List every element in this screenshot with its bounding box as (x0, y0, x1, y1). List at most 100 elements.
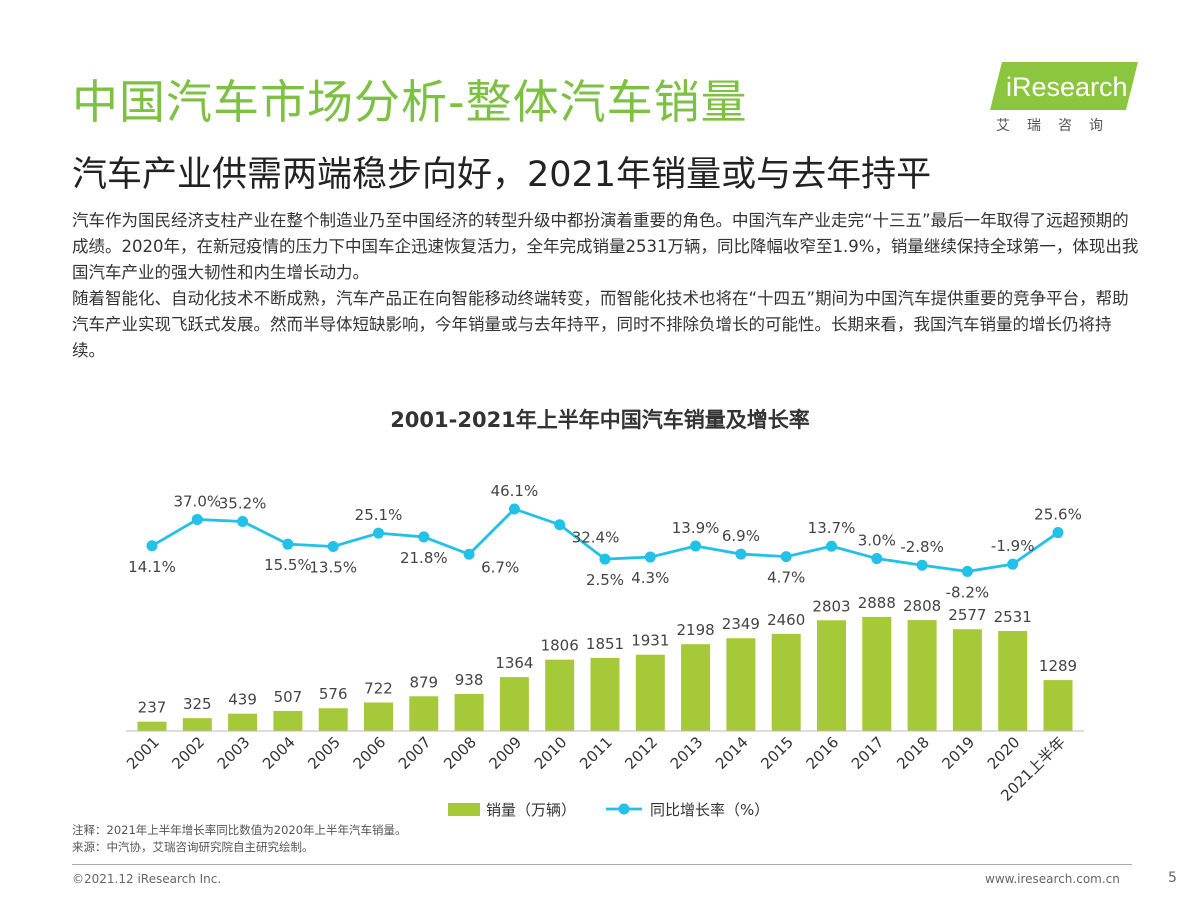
body-text: 汽车作为国民经济支柱产业在整个制造业乃至中国经济的转型升级中都扮演着重要的角色。… (72, 208, 1142, 364)
footer-website[interactable]: www.iresearch.com.cn (985, 872, 1120, 886)
x-tick-label: 2017 (848, 733, 888, 773)
growth-rate-point (1052, 527, 1064, 539)
growth-rate-label: 4.7% (767, 569, 805, 587)
sales-bar (1043, 680, 1073, 731)
x-tick-label: 2001 (123, 733, 163, 773)
bar-value-label: 1931 (631, 632, 669, 650)
sales-bar (499, 677, 529, 731)
growth-rate-label: 32.4% (572, 529, 620, 547)
growth-rate-label: 13.7% (808, 519, 856, 537)
x-tick-label: 2020 (984, 733, 1024, 773)
growth-rate-point (871, 553, 883, 565)
page-subtitle: 汽车产业供需两端稳步向好，2021年销量或与去年持平 (72, 155, 932, 195)
bar-value-label: 1806 (541, 637, 579, 655)
growth-rate-point (508, 503, 520, 515)
growth-rate-point (961, 565, 973, 577)
growth-rate-label: 35.2% (219, 495, 267, 513)
growth-rate-point (554, 519, 566, 531)
growth-rate-point (282, 538, 294, 550)
page-number: 5 (1168, 870, 1177, 886)
sales-bar (364, 702, 393, 731)
x-tick-label: 2018 (893, 733, 933, 773)
sales-bar (228, 713, 258, 731)
growth-rate-point (916, 559, 928, 571)
chart-note: 注释：2021年上半年增长率同比数值为2020年上半年汽车销量。 (72, 823, 407, 837)
legend-sales-swatch (448, 803, 480, 816)
growth-rate-label: 21.8% (400, 549, 448, 567)
bar-value-label: 1851 (586, 635, 624, 653)
sales-bar (726, 638, 756, 731)
growth-rate-point (373, 527, 384, 539)
x-tick-label: 2007 (395, 733, 435, 773)
growth-rate-label: 15.5% (264, 556, 312, 574)
bar-value-label: 2531 (994, 608, 1032, 626)
growth-rate-point (826, 540, 837, 552)
growth-rate-point (191, 513, 203, 525)
bar-value-label: 1364 (495, 654, 533, 672)
growth-rate-label: 3.0% (858, 532, 896, 550)
x-tick-label: 2016 (803, 733, 843, 773)
sales-bar (273, 710, 303, 731)
bar-value-label: 507 (274, 688, 303, 706)
x-tick-label: 2015 (757, 733, 797, 773)
logo-wordmark: iResearch (1006, 72, 1128, 102)
sales-bar (998, 631, 1028, 731)
growth-rate-point (599, 553, 611, 565)
bar-value-label: 237 (138, 699, 167, 717)
growth-rate-label: 13.5% (309, 558, 357, 576)
growth-rate-label: -8.2% (946, 583, 990, 601)
growth-rate-label: 13.9% (672, 519, 720, 537)
x-tick-label: 2008 (440, 733, 480, 773)
x-tick-label: 2011 (576, 733, 616, 773)
sales-bar (862, 616, 892, 731)
bar-value-label: 2577 (948, 606, 986, 624)
chart-source: 来源：中汽协，艾瑞咨询研究院自主研究绘制。 (72, 840, 314, 854)
x-tick-label: 2010 (531, 733, 571, 773)
growth-rate-label: 6.7% (481, 558, 519, 576)
legend-sales-label: 销量（万辆） (486, 801, 576, 819)
page-title: 中国汽车市场分析-整体汽车销量 (72, 75, 748, 129)
x-tick-label: 2019 (938, 733, 978, 773)
body-paragraph-1: 汽车作为国民经济支柱产业在整个制造业乃至中国经济的转型升级中都扮演着重要的角色。… (72, 211, 1139, 282)
growth-rate-point (1007, 558, 1019, 570)
x-tick-label: 2014 (712, 733, 752, 773)
logo-badge-icon (990, 62, 1138, 110)
x-tick-label: 2009 (485, 733, 525, 773)
sales-bar (409, 696, 439, 731)
bar-value-label: 576 (319, 685, 348, 703)
x-tick-label: 2004 (259, 733, 299, 773)
bar-value-label: 1289 (1039, 657, 1077, 675)
bar-value-label: 439 (228, 691, 257, 709)
sales-bar (318, 708, 348, 731)
sales-bar (771, 633, 801, 731)
bar-value-label: 722 (364, 679, 393, 697)
bar-value-label: 938 (455, 671, 484, 689)
x-tick-label: 2012 (621, 733, 661, 773)
sales-bar (952, 629, 982, 731)
x-tick-label: 2013 (667, 733, 707, 773)
sales-bar (681, 644, 711, 731)
sales-bar (635, 654, 665, 731)
bar-value-label: 879 (409, 673, 438, 691)
bar-value-label: 2803 (812, 597, 850, 615)
x-tick-label: 2003 (214, 733, 254, 773)
growth-rate-point (237, 516, 249, 528)
logo-chinese-name: 艾瑞咨询 (996, 118, 1120, 134)
growth-rate-label: 25.1% (355, 506, 403, 524)
growth-rate-point (146, 540, 158, 552)
growth-rate-label: -2.8% (900, 538, 944, 556)
sales-growth-chart: 237 325 439 507 576 722 879 938 1364 1806 1851 1931… (123, 482, 1084, 819)
bar-value-label: 2198 (677, 621, 715, 639)
growth-rate-label: 25.6% (1034, 506, 1082, 524)
growth-rate-point (780, 551, 792, 563)
iresearch-logo: iResearch 艾瑞咨询 (990, 62, 1140, 137)
sales-bar (590, 657, 620, 731)
chart-title: 2001-2021年上半年中国汽车销量及增长率 (390, 408, 810, 432)
bar-value-label: 2349 (722, 615, 760, 633)
growth-rate-point (418, 531, 430, 543)
growth-rate-point (690, 540, 702, 552)
sales-bar (454, 693, 484, 731)
growth-rate-point (735, 548, 747, 560)
sales-bar (545, 659, 575, 731)
bar-value-label: 2460 (767, 611, 805, 629)
